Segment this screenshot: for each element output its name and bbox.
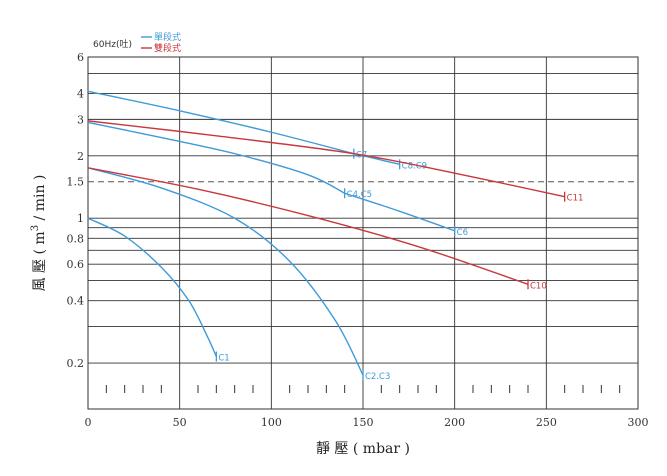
curve-c1 [87, 217, 217, 357]
y-tick-label-1: 1 [77, 212, 84, 225]
y-tick-label-0.2: 0.2 [67, 357, 85, 370]
minor-ticks [105, 385, 621, 393]
x-tick-label-50: 50 [173, 416, 187, 429]
x-tick-label-250: 250 [536, 416, 557, 429]
x-tick-label-300: 300 [628, 416, 649, 429]
y-tick-label-1.5: 1.5 [67, 176, 85, 189]
x-tick-label-100: 100 [261, 416, 282, 429]
curve-label-c8c9: C8.C9 [402, 161, 427, 171]
curve-c11 [87, 120, 565, 198]
x-tick-label-0: 0 [85, 416, 92, 429]
y-tick-label-2: 2 [77, 150, 84, 163]
y-tick-label-4: 4 [77, 87, 84, 100]
curve-c10 [87, 167, 529, 285]
y-tick-label-0.4: 0.4 [67, 295, 85, 308]
curve-label-c10: C10 [530, 281, 547, 291]
y-tick-labels: 0.2 0.4 0.6 0.8 1 1.5 2 3 4 6 [67, 51, 85, 370]
x-tick-labels: 0 50 100 150 200 250 300 [85, 416, 649, 429]
y-axis-title: 風 壓 ( m3 / min ) [30, 175, 48, 292]
curve-c4c5 [87, 121, 345, 194]
x-tick-label-150: 150 [353, 416, 374, 429]
legend-title: 60Hz(吐) [93, 39, 132, 50]
curve-label-c2c3: C2.C3 [365, 372, 390, 382]
y-tick-label-3: 3 [77, 113, 84, 126]
x-axis-title: 靜 壓 ( mbar ) [316, 441, 410, 457]
curve-c7 [87, 90, 355, 155]
curve-label-c6: C6 [457, 228, 468, 238]
y-tick-label-6: 6 [77, 51, 84, 64]
curve-label-c1: C1 [218, 354, 229, 364]
y-tick-label-0.6: 0.6 [67, 258, 85, 271]
curve-label-c4c5: C4.C5 [347, 190, 372, 200]
legend: 60Hz(吐) 單段式 雙段式 [93, 31, 181, 54]
curve-c2c3 [87, 167, 364, 376]
curve-c6 [344, 192, 455, 232]
curve-label-c11: C11 [567, 194, 584, 204]
legend-label-double: 雙段式 [154, 42, 181, 54]
y-tick-label-0.8: 0.8 [67, 232, 85, 245]
legend-label-single: 單段式 [154, 31, 181, 43]
x-tick-label-200: 200 [444, 416, 465, 429]
